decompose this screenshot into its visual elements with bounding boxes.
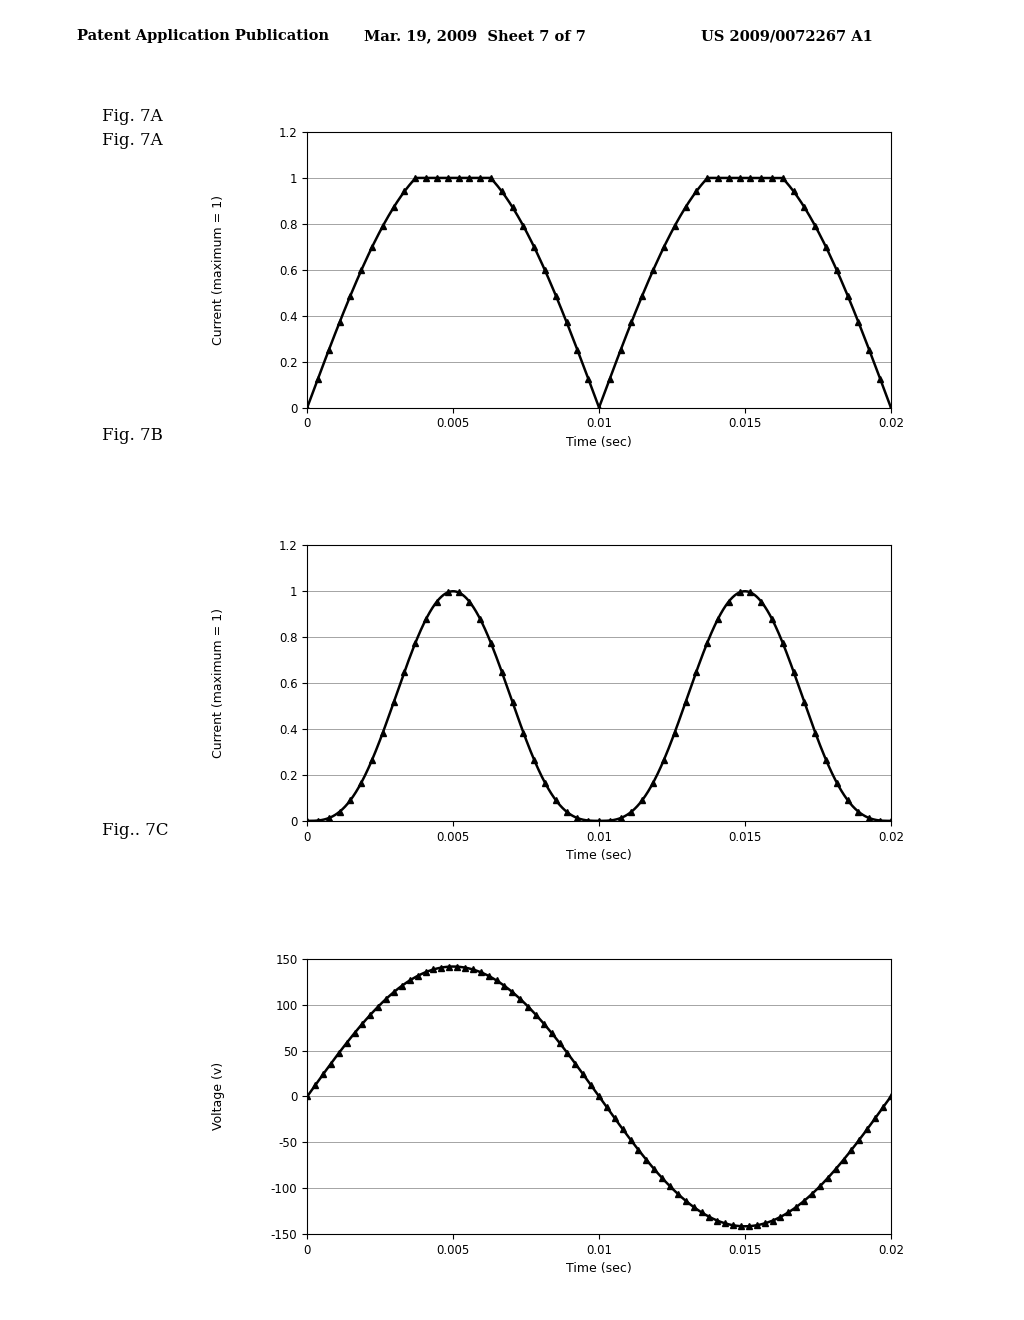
Text: Patent Application Publication: Patent Application Publication: [77, 29, 329, 44]
Text: Fig. 7B: Fig. 7B: [102, 428, 163, 445]
X-axis label: Time (sec): Time (sec): [566, 849, 632, 862]
Y-axis label: Voltage (v): Voltage (v): [213, 1063, 225, 1130]
Y-axis label: Current (maximum = 1): Current (maximum = 1): [213, 609, 225, 758]
Text: Mar. 19, 2009  Sheet 7 of 7: Mar. 19, 2009 Sheet 7 of 7: [364, 29, 586, 44]
X-axis label: Time (sec): Time (sec): [566, 1262, 632, 1275]
Text: Fig.. 7C: Fig.. 7C: [102, 822, 169, 840]
Y-axis label: Current (maximum = 1): Current (maximum = 1): [213, 195, 225, 345]
Text: US 2009/0072267 A1: US 2009/0072267 A1: [701, 29, 873, 44]
Text: Fig. 7A: Fig. 7A: [102, 108, 163, 125]
X-axis label: Time (sec): Time (sec): [566, 436, 632, 449]
Text: Fig. 7A: Fig. 7A: [102, 132, 163, 149]
